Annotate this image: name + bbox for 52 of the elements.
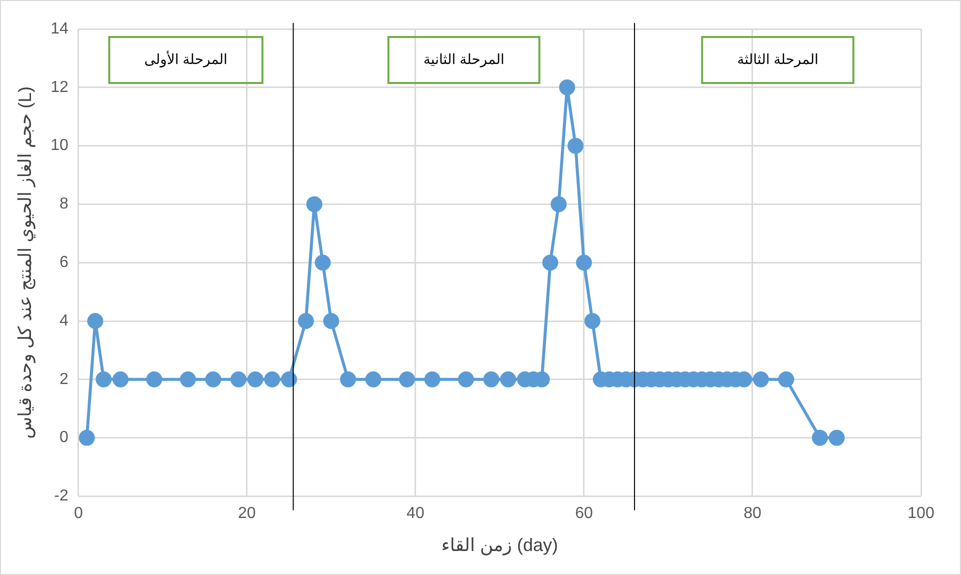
y-tick-label: 10 (50, 137, 68, 154)
y-tick-label: 14 (50, 20, 68, 38)
point (365, 371, 382, 388)
point (550, 196, 567, 212)
y-tick-label: 12 (50, 78, 68, 96)
y-tick-label: 8 (59, 196, 68, 213)
point (458, 371, 474, 388)
annotation: المرحلة الثانية (423, 50, 504, 68)
annotation: المرحلة الثالثة (737, 50, 818, 68)
point (542, 254, 558, 271)
x-tick-label: 20 (238, 505, 256, 522)
point (828, 430, 845, 446)
annotation: المرحلة الأولى (144, 50, 228, 68)
y-tick-label: 0 (59, 429, 68, 446)
point (584, 313, 600, 329)
y-axis-title: حجم الغاز الحيوي المنتج عند كل وحدة قياس (L) (14, 86, 36, 439)
point (180, 371, 196, 388)
point (778, 371, 794, 388)
x-tick-label: 60 (575, 505, 593, 522)
point (298, 313, 314, 329)
x-tick-label: 0 (74, 505, 83, 522)
point (264, 371, 280, 388)
point (323, 313, 340, 329)
point (112, 371, 129, 388)
point (78, 430, 95, 446)
point (576, 254, 592, 271)
x-axis-title: زمن القاء (day) (441, 535, 558, 556)
point (752, 371, 769, 388)
point (96, 371, 112, 388)
point (340, 371, 356, 388)
x-tick-label: 80 (744, 505, 762, 522)
point (812, 430, 828, 446)
point (87, 313, 104, 329)
point (247, 371, 264, 388)
point (281, 371, 298, 388)
point (146, 371, 162, 388)
point (399, 371, 416, 388)
y-tick-label: 2 (59, 370, 68, 388)
point (559, 79, 576, 96)
point (424, 371, 440, 388)
point (306, 196, 322, 212)
point (314, 254, 331, 271)
point (230, 371, 246, 388)
x-tick-label: 100 (908, 505, 934, 522)
x-tick-label: 40 (406, 505, 424, 522)
point (500, 371, 516, 388)
y-tick-label: 6 (59, 254, 68, 272)
y-tick-label: -2 (54, 488, 68, 505)
y-tick-label: 4 (59, 312, 68, 330)
point (483, 371, 500, 388)
point (205, 371, 222, 388)
point (568, 138, 584, 154)
